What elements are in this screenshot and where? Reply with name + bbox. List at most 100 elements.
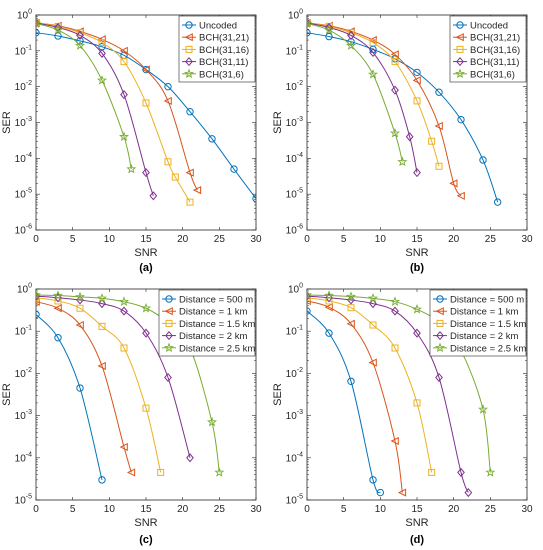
x-tick-label: 30 [250, 504, 262, 515]
x-tick-label: 30 [521, 504, 533, 515]
data-point [389, 296, 401, 306]
data-point [391, 306, 399, 316]
data-point [369, 47, 377, 58]
data-point [457, 115, 465, 124]
x-tick-label: 20 [177, 234, 189, 245]
data-point [493, 198, 502, 206]
y-axis-label: SER [272, 111, 284, 134]
data-point [76, 304, 84, 312]
data-point [376, 488, 385, 497]
legend-marker [435, 307, 444, 316]
legend-entry: Distance = 500 m [450, 295, 524, 306]
data-point [36, 310, 40, 319]
data-point [36, 289, 42, 300]
data-point [98, 299, 106, 309]
legend-marker [184, 33, 193, 42]
legend-marker [436, 319, 444, 327]
data-point [325, 32, 333, 41]
data-point [36, 29, 40, 37]
data-point [307, 18, 311, 28]
data-point [54, 32, 62, 40]
y-tick-label: 10-1 [15, 44, 32, 57]
x-tick-label: 10 [375, 234, 387, 245]
data-point [118, 296, 130, 306]
y-tick-label: 10-4 [286, 152, 303, 165]
legend-entry: Uncoded [470, 21, 508, 32]
data-point [141, 65, 150, 74]
legend-entry: BCH(31,21) [199, 33, 249, 44]
legend-entry: Distance = 500 m [179, 295, 253, 306]
data-point [98, 39, 106, 47]
data-point [307, 289, 313, 300]
data-point [456, 191, 465, 200]
data-point [449, 179, 458, 188]
data-point [367, 69, 379, 79]
data-point [428, 468, 436, 476]
x-tick-label: 30 [250, 234, 262, 245]
series-line [36, 22, 132, 170]
data-point [96, 293, 108, 303]
legend-marker [455, 68, 465, 79]
y-tick-label: 10-1 [15, 325, 32, 338]
data-point [120, 58, 128, 66]
data-point [142, 168, 150, 178]
data-point [390, 50, 399, 59]
data-point [186, 198, 194, 206]
data-point [413, 68, 421, 77]
legend-marker [436, 295, 444, 303]
data-point [413, 328, 421, 338]
data-point [391, 58, 399, 66]
data-point [98, 476, 106, 484]
x-tick-label: 5 [70, 504, 76, 515]
series-5 [36, 18, 137, 174]
legend-marker [185, 21, 193, 29]
series-line [36, 294, 220, 473]
data-point [307, 29, 311, 37]
data-point [126, 163, 137, 174]
data-point [74, 291, 86, 302]
legend-marker [184, 68, 194, 79]
data-point [53, 304, 62, 313]
y-tick-label: 10-3 [286, 409, 303, 422]
data-point [413, 97, 421, 105]
data-point [323, 24, 335, 35]
data-point [54, 334, 62, 342]
legend-entry: BCH(31,6) [199, 69, 244, 80]
legend-entry: BCH(31,11) [470, 57, 519, 68]
axes-frame [306, 288, 528, 501]
chart-panel-d: 0 5 10 15 20 25 30 100 10-1 10-2 10-3 10-4 10-5 SNR SE… [272, 283, 533, 547]
data-point [75, 320, 84, 330]
data-point [435, 372, 443, 383]
legend-entry: BCH(31,6) [470, 69, 515, 80]
legend-marker [185, 45, 193, 53]
data-point [230, 165, 238, 173]
x-tick-label: 25 [214, 504, 226, 515]
data-point [36, 18, 40, 28]
x-tick-label: 20 [448, 234, 460, 245]
data-point [412, 76, 421, 85]
x-axis-label: SNR [405, 247, 428, 259]
data-point [413, 399, 421, 407]
data-point [323, 290, 335, 300]
data-point [164, 158, 172, 166]
data-point [163, 96, 172, 106]
data-point [120, 344, 128, 352]
legend-entry: Distance = 1.5 km [450, 319, 526, 330]
data-point [142, 328, 150, 338]
legend-entry: Distance = 2.5 km [179, 343, 255, 354]
legend-marker [164, 342, 174, 353]
axes-frame [35, 14, 257, 231]
data-point [192, 185, 202, 195]
data-point [345, 291, 357, 301]
data-point [120, 306, 128, 316]
data-point [397, 156, 408, 167]
legend-marker [165, 295, 173, 303]
y-tick-label: 10-6 [286, 224, 303, 237]
series-1 [307, 307, 385, 497]
series-line [307, 300, 403, 493]
x-tick-label: 0 [304, 234, 310, 245]
data-point [428, 137, 436, 145]
legend-entry: BCH(31,21) [470, 33, 520, 44]
series-5 [307, 18, 408, 167]
x-tick-label: 5 [341, 504, 347, 515]
